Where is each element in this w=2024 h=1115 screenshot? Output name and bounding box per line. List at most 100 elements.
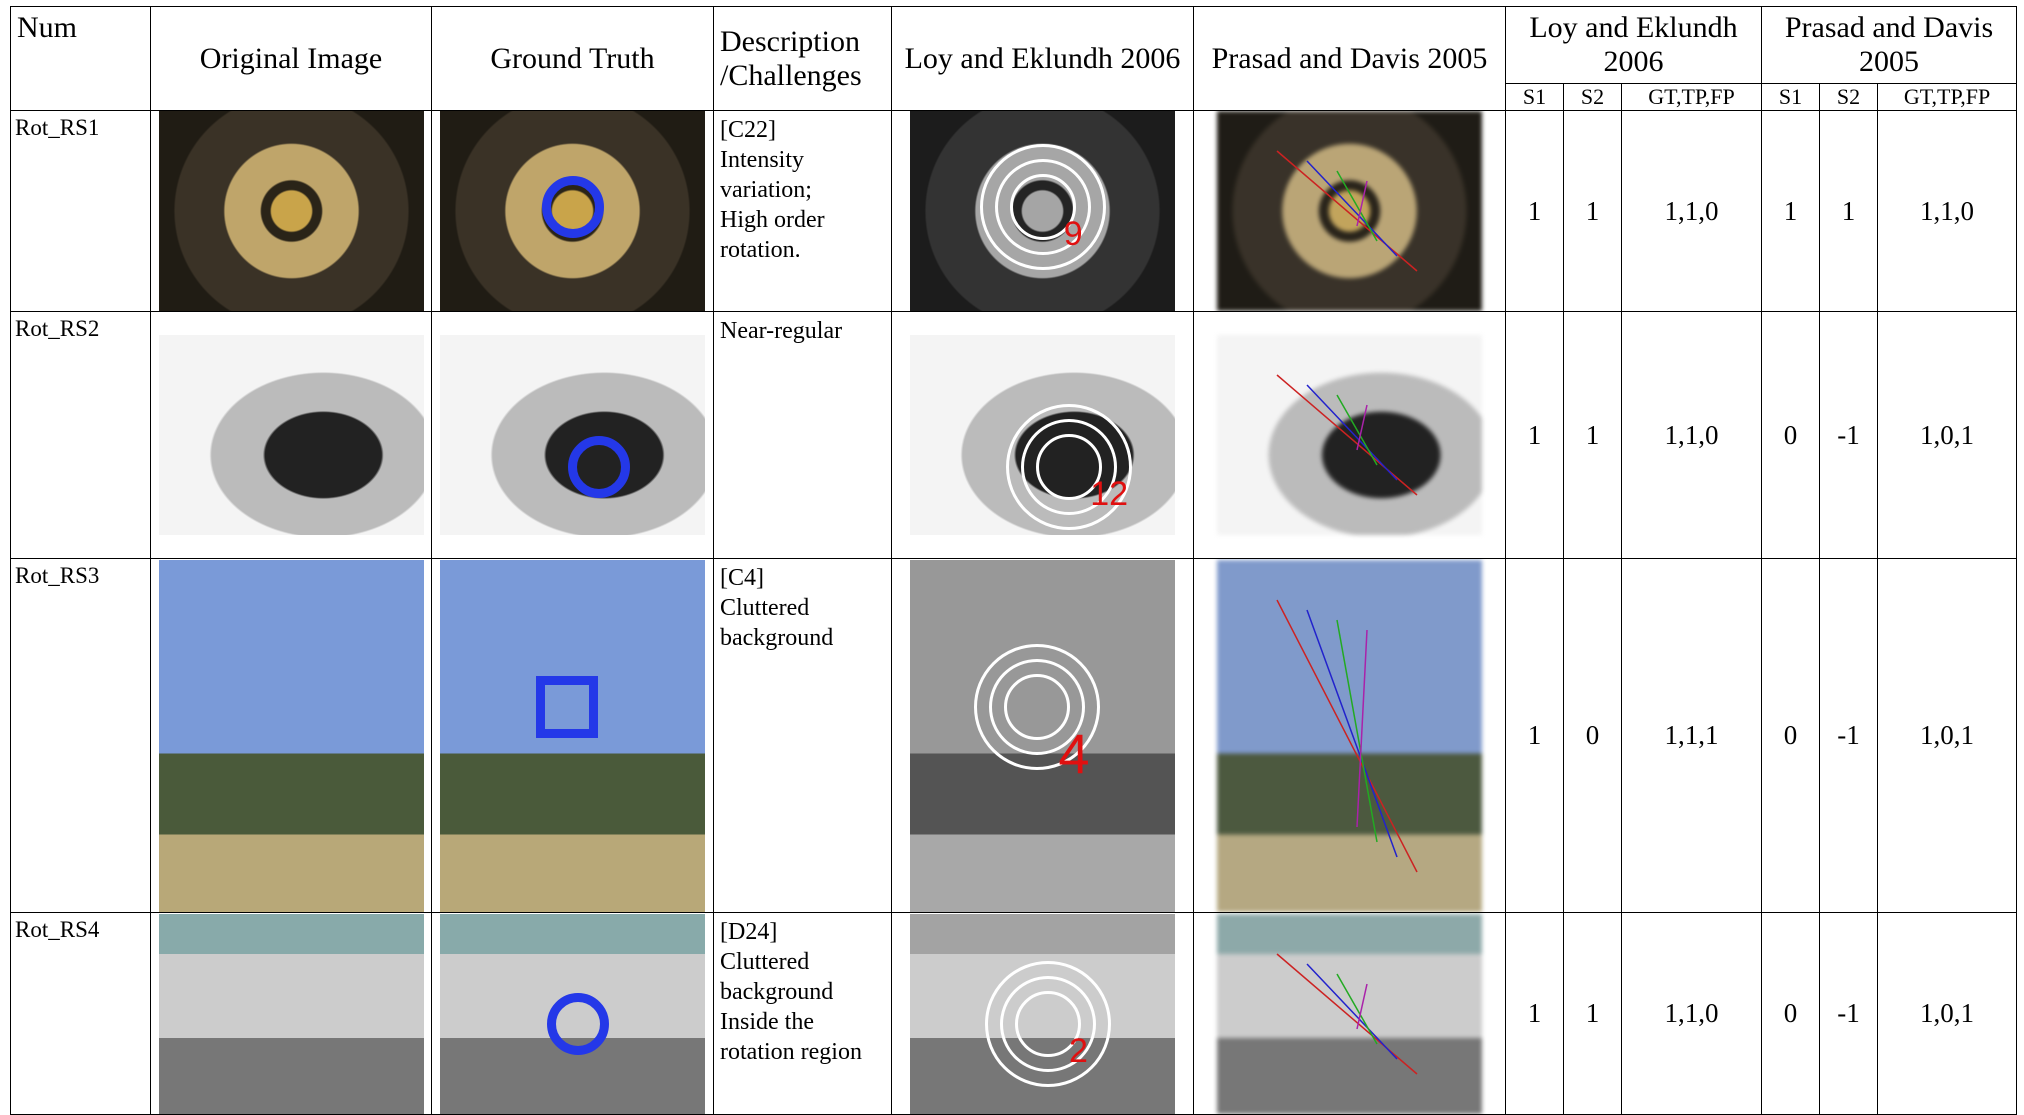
loy-overlay: 9 [910, 112, 1175, 311]
description-line: Near-regular [720, 318, 843, 344]
loy-label: 12 [1090, 475, 1129, 513]
loy-label: 4 [1058, 722, 1090, 786]
prasad-line [1276, 150, 1418, 272]
prasad-line [1356, 180, 1368, 227]
prasad-line [1336, 170, 1378, 242]
header-prasad: Prasad and Davis 2005 [1193, 6, 1506, 111]
row-id: Rot_RS3 [10, 558, 151, 913]
prasad-lines [1276, 374, 1418, 496]
image [440, 335, 705, 535]
description-line: [C22] [720, 117, 776, 143]
description-line: Cluttered background [720, 949, 834, 1005]
description-line: High order rotation. [720, 207, 825, 263]
image-cell [1193, 311, 1506, 559]
image [440, 559, 705, 912]
prasad-line [1276, 952, 1418, 1075]
gt-marker [546, 992, 609, 1055]
description: [D24] Cluttered background Inside the rota… [713, 912, 892, 1115]
prasad-line [1306, 160, 1398, 257]
loy-score: 1 [1505, 110, 1564, 312]
image [158, 559, 424, 912]
loy-score: 1,1,0 [1620, 110, 1763, 312]
sub-header: S2 [1563, 83, 1622, 111]
header-num: Num [10, 6, 151, 111]
description-line: Cluttered background [720, 595, 834, 651]
prasad-line [1306, 384, 1398, 481]
prasad-score: 0 [1761, 558, 1821, 913]
description-line: [D24] [720, 919, 778, 945]
image [158, 913, 424, 1114]
loy-score: 0 [1563, 558, 1622, 913]
loy-overlay: 2 [910, 914, 1175, 1114]
loy-overlay: 4 [910, 560, 1175, 912]
header-loy-group: Loy and Eklundh 2006 [1504, 6, 1763, 84]
image-cell [1193, 912, 1506, 1115]
loy-score: 1 [1563, 311, 1622, 559]
image-cell [1193, 558, 1506, 913]
image [1217, 913, 1482, 1114]
prasad-score: 1,0,1 [1877, 311, 2018, 559]
gt-marker [568, 436, 630, 498]
image-cell [150, 110, 432, 312]
image [440, 111, 705, 311]
header-description: Description /Challenges [713, 6, 892, 111]
image-cell [431, 311, 714, 559]
loy-ring [1006, 404, 1132, 530]
sub-header: GT,TP,FP [1620, 83, 1763, 111]
prasad-score: 1 [1761, 110, 1821, 312]
prasad-lines [1276, 952, 1418, 1075]
prasad-score: -1 [1819, 311, 1879, 559]
loy-ring [979, 144, 1106, 270]
loy-ring [984, 960, 1111, 1087]
loy-ring [974, 644, 1101, 771]
loy-score: 1 [1505, 912, 1564, 1115]
image-cell [431, 558, 714, 913]
sub-header: GT,TP,FP [1877, 83, 2018, 111]
image-cell [150, 912, 432, 1115]
description: Near-regular [713, 311, 892, 559]
loy-score: 1,1,0 [1620, 311, 1763, 559]
description: [C22] Intensity variation; High order rota… [713, 110, 892, 312]
loy-score: 1 [1505, 558, 1564, 913]
image [158, 335, 424, 535]
description-line: [C4] [720, 565, 764, 591]
image-cell [150, 558, 432, 913]
sub-header: S2 [1819, 83, 1879, 111]
image [1217, 559, 1482, 912]
prasad-score: -1 [1819, 912, 1879, 1115]
row-id: Rot_RS2 [10, 311, 151, 559]
image [158, 111, 424, 311]
image-cell [150, 311, 432, 559]
prasad-line [1276, 374, 1418, 496]
image-cell [1193, 110, 1506, 312]
header-original: Original Image [150, 6, 432, 111]
prasad-line [1336, 973, 1378, 1044]
prasad-score: -1 [1819, 558, 1879, 913]
loy-score: 1 [1505, 311, 1564, 559]
row-id: Rot_RS4 [10, 912, 151, 1115]
loy-overlay: 12 [910, 335, 1175, 535]
image-cell: 12 [891, 311, 1194, 559]
description-line: Inside the rotation region [720, 1009, 862, 1065]
image-cell: 4 [891, 558, 1194, 913]
prasad-score: 0 [1761, 912, 1821, 1115]
prasad-score: 0 [1761, 311, 1821, 559]
prasad-line [1336, 619, 1378, 842]
loy-score: 1 [1563, 912, 1622, 1115]
row: Rot_RS3 [C4] Cluttered background 4 1 0 1,1,1 0… [10, 558, 2018, 913]
loy-score: 1 [1563, 110, 1622, 312]
description: [C4] Cluttered background [713, 558, 892, 913]
image-cell: 9 [891, 110, 1194, 312]
image-cell [431, 912, 714, 1115]
description-line: Intensity variation; [720, 147, 812, 203]
image [1217, 335, 1482, 535]
image-cell [431, 110, 714, 312]
prasad-line [1306, 962, 1398, 1060]
results-table: Num Original Image Ground Truth Descript… [10, 6, 2018, 1115]
prasad-line [1306, 609, 1398, 857]
sub-header: S1 [1505, 83, 1564, 111]
prasad-line [1356, 983, 1368, 1029]
row: Rot_RS4 [D24] Cluttered background Inside t… [10, 912, 2018, 1115]
prasad-score: 1,0,1 [1877, 912, 2018, 1115]
